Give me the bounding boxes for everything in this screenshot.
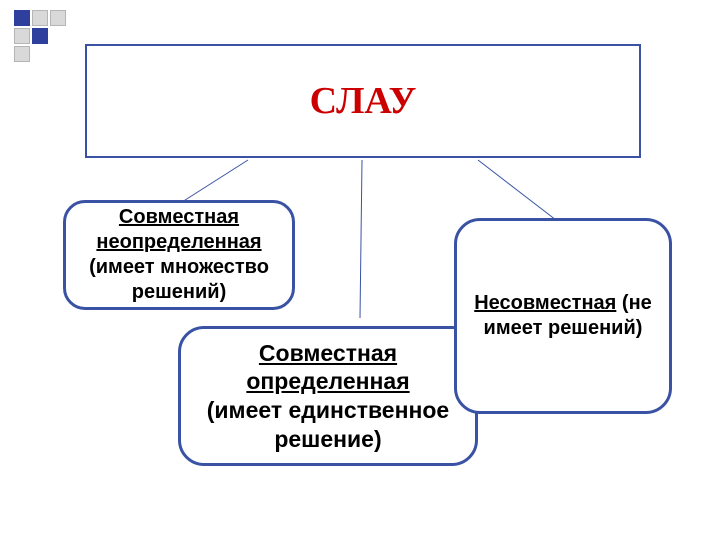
decor-square-2 [50, 10, 66, 26]
decor-square-4 [32, 28, 48, 44]
decor-square-1 [32, 10, 48, 26]
node-opr-title: Совместная определенная [189, 339, 467, 397]
node-nesov-title: Несовместная [474, 292, 616, 314]
edge-2 [478, 160, 556, 220]
node-opr: Совместная определенная (имеет единствен… [178, 326, 478, 466]
decor-square-0 [14, 10, 30, 26]
edge-0 [182, 160, 248, 202]
title-box: СЛАУ [85, 44, 641, 158]
edge-1 [360, 160, 362, 318]
node-neopr-desc: (имеет множество решений) [74, 255, 284, 305]
node-neopr-title: Совместная неопределенная [74, 205, 284, 255]
title-text: СЛАУ [310, 79, 417, 123]
decor-square-5 [14, 46, 30, 62]
diagram-stage: СЛАУ Совместная неопределенная (имеет мн… [0, 0, 720, 540]
node-neopr: Совместная неопределенная (имеет множест… [63, 200, 295, 310]
node-nesov: Несовместная (не имеет решений) [454, 218, 672, 414]
decor-square-3 [14, 28, 30, 44]
node-nesov-text: Несовместная (не имеет решений) [465, 291, 661, 341]
node-opr-desc: (имеет единственное решение) [189, 396, 467, 454]
